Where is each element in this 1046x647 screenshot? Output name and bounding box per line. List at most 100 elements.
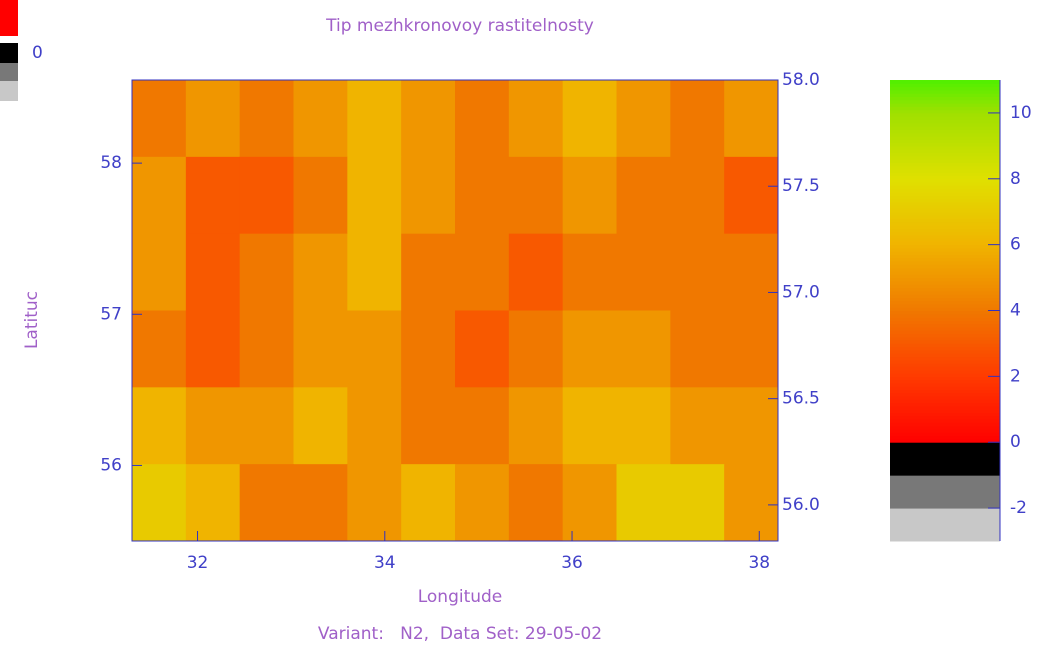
cell — [509, 311, 563, 388]
colorbar-swatch — [890, 133, 1000, 137]
colorbar-swatch — [890, 291, 1000, 295]
colorbar-swatch — [890, 192, 1000, 196]
colorbar-tick-label: 0 — [1010, 432, 1021, 452]
colorbar-swatch — [890, 432, 1000, 436]
cell — [455, 234, 509, 311]
colorbar-swatch — [890, 478, 1000, 482]
colorbar-swatch — [890, 314, 1000, 318]
y-tick-label: 58 — [100, 153, 122, 173]
colorbar-swatch — [890, 525, 1000, 529]
colorbar-swatch — [890, 337, 1000, 341]
colorbar-tick-label: 4 — [1010, 301, 1021, 321]
colorbar-swatch — [890, 231, 1000, 235]
x-tick-label: 32 — [187, 553, 209, 573]
y2-tick-label: 57.5 — [782, 176, 820, 196]
cell — [455, 387, 509, 464]
cell — [724, 157, 778, 234]
colorbar-swatch — [890, 123, 1000, 127]
cell — [670, 234, 724, 311]
colorbar-swatch — [890, 255, 1000, 259]
cell — [724, 80, 778, 157]
colorbar-tick-label: 10 — [1010, 103, 1032, 123]
colorbar-swatch — [890, 469, 1000, 473]
colorbar-swatch — [890, 376, 1000, 380]
colorbar-swatch — [890, 518, 1000, 522]
colorbar-swatch — [890, 120, 1000, 124]
colorbar-swatch — [890, 238, 1000, 242]
colorbar-swatch — [890, 261, 1000, 265]
colorbar-swatch — [890, 320, 1000, 324]
y-tick-label: 56 — [100, 455, 122, 475]
colorbar-swatch — [890, 113, 1000, 117]
cell — [347, 80, 401, 157]
colorbar-swatch — [890, 465, 1000, 469]
colorbar-swatch — [890, 538, 1000, 542]
colorbar-swatch — [890, 492, 1000, 496]
colorbar-swatch — [890, 284, 1000, 288]
colorbar-swatch — [890, 80, 1000, 84]
cell — [455, 157, 509, 234]
cell — [240, 157, 294, 234]
colorbar-swatch — [890, 347, 1000, 351]
cell — [240, 80, 294, 157]
colorbar-swatch — [890, 515, 1000, 519]
colorbar-swatch — [890, 528, 1000, 532]
colorbar-swatch — [890, 327, 1000, 331]
colorbar-swatch — [890, 189, 1000, 193]
colorbar-swatch — [890, 449, 1000, 453]
colorbar-swatch — [890, 278, 1000, 282]
colorbar-swatch — [890, 162, 1000, 166]
colorbar-tick-label: -2 — [1010, 498, 1027, 518]
cell — [670, 80, 724, 157]
inset-tick: 0 — [32, 43, 43, 63]
cell — [617, 464, 671, 541]
inset-swatch — [0, 43, 18, 63]
cell — [401, 157, 455, 234]
colorbar-swatch — [890, 215, 1000, 219]
cell — [132, 234, 186, 311]
colorbar-swatch — [890, 406, 1000, 410]
colorbar-swatch — [890, 274, 1000, 278]
cell — [347, 234, 401, 311]
colorbar-swatch — [890, 386, 1000, 390]
colorbar-swatch — [890, 334, 1000, 338]
colorbar-swatch — [890, 393, 1000, 397]
colorbar-swatch — [890, 475, 1000, 479]
colorbar-swatch — [890, 152, 1000, 156]
colorbar-swatch — [890, 429, 1000, 433]
cell — [401, 387, 455, 464]
colorbar-swatch — [890, 340, 1000, 344]
cell — [563, 157, 617, 234]
inset-swatch — [0, 63, 18, 81]
colorbar-swatch — [890, 248, 1000, 252]
cell — [240, 311, 294, 388]
colorbar-swatch — [890, 136, 1000, 140]
cell — [455, 80, 509, 157]
inset-swatch — [0, 0, 18, 36]
cell — [132, 157, 186, 234]
colorbar-swatch — [890, 159, 1000, 163]
colorbar-swatch — [890, 439, 1000, 443]
colorbar-swatch — [890, 459, 1000, 463]
y2-tick-label: 56.0 — [782, 495, 820, 515]
colorbar-swatch — [890, 452, 1000, 456]
colorbar-swatch — [890, 271, 1000, 275]
colorbar-swatch — [890, 534, 1000, 538]
cell — [617, 311, 671, 388]
colorbar-swatch — [890, 156, 1000, 160]
colorbar-swatch — [890, 103, 1000, 107]
colorbar-swatch — [890, 436, 1000, 440]
cell — [240, 387, 294, 464]
inset-swatch — [0, 81, 18, 101]
colorbar-swatch — [890, 419, 1000, 423]
cell — [294, 234, 348, 311]
cell — [509, 80, 563, 157]
colorbar-swatch — [890, 330, 1000, 334]
cell — [670, 157, 724, 234]
colorbar-swatch — [890, 218, 1000, 222]
y-tick-label: 57 — [100, 304, 122, 324]
colorbar-swatch — [890, 175, 1000, 179]
cell — [563, 234, 617, 311]
x-tick-label: 36 — [561, 553, 583, 573]
colorbar-tick-label: 8 — [1010, 169, 1021, 189]
